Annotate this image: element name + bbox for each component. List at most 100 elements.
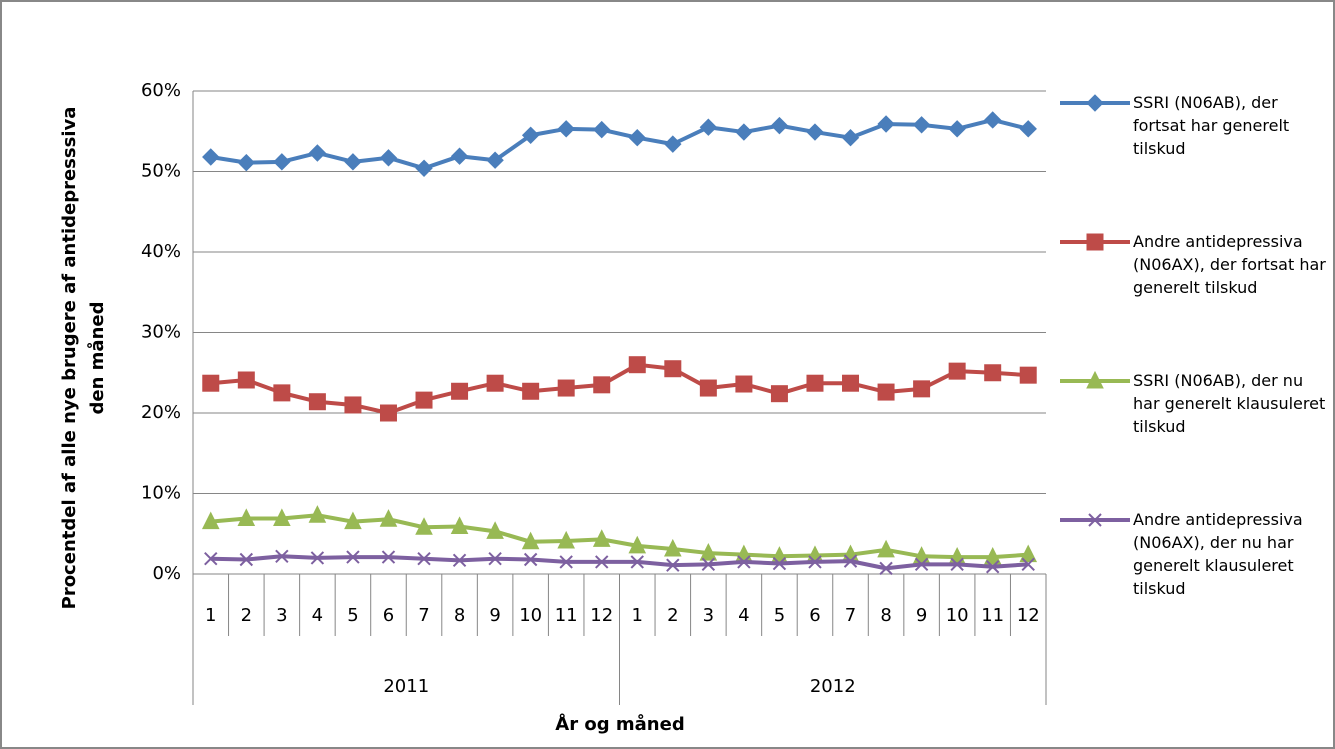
y-tick-label: 50% [141, 161, 181, 182]
marker [841, 128, 860, 147]
marker [592, 529, 611, 547]
marker [273, 508, 291, 526]
marker [842, 374, 860, 392]
marker [308, 505, 327, 523]
marker [983, 111, 1002, 129]
marker [202, 148, 220, 166]
x-tick-label: 6 [383, 605, 394, 626]
marker [344, 511, 362, 530]
series-line [210, 513, 1029, 560]
x-tick-label: 12 [590, 605, 613, 626]
marker [735, 123, 753, 141]
marker [913, 380, 931, 398]
marker [877, 383, 895, 401]
marker [666, 558, 680, 572]
marker [415, 391, 433, 409]
marker [664, 538, 682, 557]
x-tick-label: 7 [418, 605, 429, 626]
x-tick-label: 2 [667, 605, 678, 626]
marker [379, 404, 397, 422]
group-label: 2012 [810, 676, 856, 697]
marker [1019, 366, 1037, 384]
marker [557, 379, 575, 397]
marker [1021, 557, 1035, 572]
marker [308, 393, 326, 411]
marker [948, 120, 966, 138]
series-line [210, 554, 1029, 571]
x-tick-label: 4 [738, 605, 749, 626]
marker [737, 555, 751, 569]
marker [735, 375, 753, 393]
marker [699, 542, 718, 561]
legend-label: Andre antidepressiva (N06AX), der fortsa… [1133, 232, 1326, 297]
x-tick-label: 5 [774, 605, 785, 626]
marker [701, 557, 716, 572]
marker [950, 557, 964, 572]
marker [486, 374, 504, 392]
marker [379, 149, 398, 167]
x-tick-label: 4 [312, 605, 323, 626]
marker [914, 557, 929, 572]
x-axis-title: År og måned [555, 714, 685, 735]
marker [202, 374, 220, 392]
x-tick-label: 8 [454, 605, 465, 626]
marker [344, 153, 362, 171]
x-tick-label: 6 [809, 605, 820, 626]
marker [523, 552, 538, 567]
y-axis-title: Procentdel af alle nye brugere af antide… [59, 106, 108, 610]
marker [877, 115, 895, 133]
group-label: 2011 [383, 676, 429, 697]
marker [450, 147, 469, 165]
marker [381, 550, 396, 564]
marker [1086, 94, 1104, 112]
marker [237, 371, 255, 389]
marker [486, 151, 504, 169]
x-tick-label: 2 [241, 605, 252, 626]
marker [451, 382, 469, 400]
x-tick-label: 10 [519, 605, 542, 626]
marker [983, 546, 1002, 565]
marker [237, 508, 256, 526]
marker [877, 539, 895, 558]
marker [593, 376, 611, 394]
marker [628, 535, 647, 554]
marker [273, 153, 291, 171]
marker [879, 561, 893, 576]
series-line [210, 117, 1029, 171]
y-tick-label: 60% [141, 80, 181, 101]
marker [770, 116, 789, 135]
marker [664, 135, 682, 153]
marker [1086, 233, 1104, 251]
marker [1019, 544, 1038, 563]
marker [985, 560, 1000, 574]
legend-label: SSRI (N06AB), der nu har generelt klausu… [1133, 371, 1326, 436]
marker [450, 516, 469, 535]
marker [346, 550, 360, 564]
marker [415, 517, 433, 535]
marker [912, 116, 931, 134]
marker [308, 144, 327, 162]
x-tick-label: 9 [916, 605, 927, 626]
x-tick-label: 5 [347, 605, 358, 626]
marker [486, 521, 504, 539]
legend-label: SSRI (N06AB), der fortsat har generelt t… [1133, 93, 1290, 158]
marker [204, 551, 218, 566]
marker [415, 159, 433, 177]
marker [770, 385, 788, 403]
marker [808, 555, 822, 569]
marker [239, 552, 254, 567]
marker [557, 530, 575, 549]
x-tick-label: 1 [205, 605, 216, 626]
marker [664, 360, 682, 378]
marker [628, 128, 646, 147]
x-tick-label: 9 [489, 605, 500, 626]
x-tick-label: 3 [276, 605, 287, 626]
marker [273, 384, 291, 402]
x-tick-label: 8 [880, 605, 891, 626]
marker [699, 379, 717, 397]
marker [772, 556, 787, 571]
marker [521, 126, 540, 144]
x-tick-label: 12 [1017, 605, 1040, 626]
marker [699, 118, 718, 136]
